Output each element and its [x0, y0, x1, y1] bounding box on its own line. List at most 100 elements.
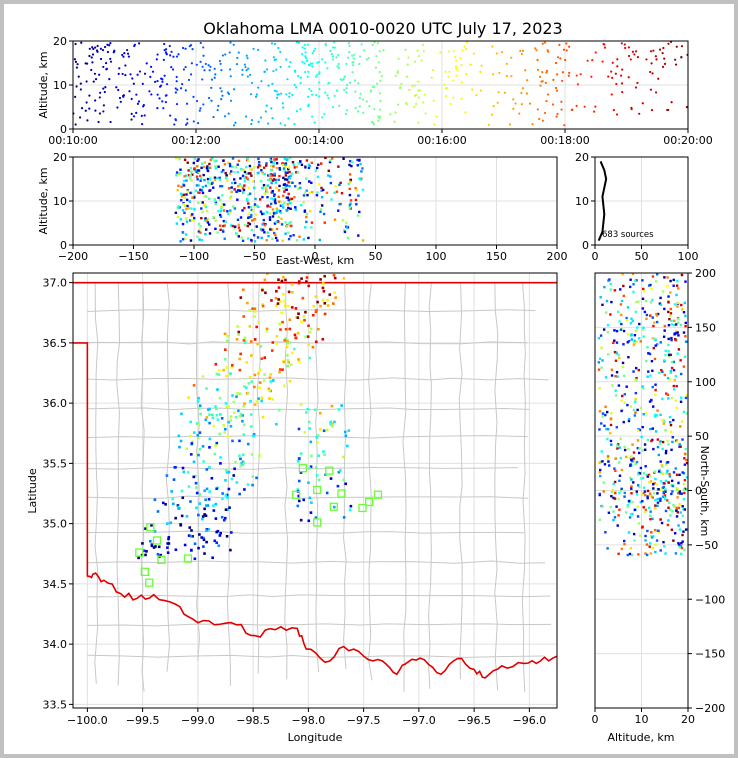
source-point	[283, 183, 287, 186]
source-point	[241, 414, 244, 417]
source-point	[93, 72, 97, 75]
source-point	[263, 356, 267, 359]
source-point	[258, 386, 261, 389]
source-point	[648, 352, 652, 356]
source-point	[223, 516, 227, 520]
source-point	[677, 524, 680, 527]
source-point	[233, 411, 236, 414]
source-point	[333, 218, 337, 221]
source-point	[645, 543, 649, 546]
source-point	[255, 476, 258, 480]
source-point	[642, 386, 645, 390]
source-point	[576, 83, 580, 86]
source-point	[165, 52, 168, 55]
source-point	[645, 411, 648, 415]
county-line	[87, 309, 536, 312]
source-point	[234, 121, 237, 124]
source-point	[682, 508, 685, 511]
source-point	[647, 506, 651, 509]
source-point	[460, 97, 463, 100]
source-point	[297, 74, 300, 78]
source-point	[639, 466, 643, 470]
source-point	[332, 273, 336, 277]
source-point	[141, 122, 144, 126]
source-point	[675, 45, 678, 48]
source-point	[598, 518, 602, 522]
source-point	[663, 324, 667, 328]
county-line	[87, 560, 546, 564]
source-point	[565, 49, 568, 52]
source-point	[647, 473, 651, 477]
source-point	[221, 492, 224, 495]
source-point	[654, 344, 657, 347]
source-point	[324, 44, 328, 47]
source-point	[284, 232, 287, 235]
longitude-tick-label: −98.5	[236, 714, 270, 727]
source-point	[633, 342, 636, 345]
source-point	[259, 345, 263, 348]
source-point	[306, 273, 309, 275]
source-point	[195, 486, 198, 489]
source-point	[661, 418, 664, 422]
source-point	[248, 222, 252, 226]
source-point	[605, 311, 608, 314]
source-point	[182, 202, 186, 206]
source-point	[634, 378, 637, 382]
source-point	[679, 359, 682, 362]
source-point	[214, 227, 217, 231]
source-point	[137, 100, 141, 103]
source-point	[570, 108, 573, 111]
source-point	[275, 162, 279, 165]
source-point	[348, 50, 351, 54]
source-point	[226, 508, 230, 511]
source-point	[536, 108, 539, 111]
source-point	[253, 338, 257, 341]
source-point	[682, 365, 686, 368]
source-point	[294, 336, 298, 340]
source-point	[289, 363, 293, 366]
source-point	[267, 387, 271, 391]
source-point	[193, 216, 196, 220]
source-point	[638, 322, 641, 326]
source-point	[676, 301, 680, 305]
east-west-axis-tick-label: −200	[58, 250, 88, 263]
source-point	[243, 385, 246, 388]
source-point	[206, 408, 210, 411]
source-point	[599, 296, 602, 299]
source-point	[272, 231, 276, 235]
source-point	[675, 487, 679, 490]
county-line	[87, 495, 529, 499]
source-point	[248, 215, 251, 219]
source-point	[278, 168, 282, 171]
source-point	[331, 157, 334, 160]
source-point	[174, 118, 177, 121]
source-point	[311, 65, 314, 68]
source-point	[318, 81, 321, 84]
source-point	[337, 408, 341, 411]
source-point	[296, 504, 300, 508]
source-point	[305, 276, 309, 279]
source-point	[607, 279, 610, 282]
source-point	[659, 549, 662, 552]
source-point	[238, 454, 241, 457]
source-point	[297, 358, 300, 361]
source-point	[92, 47, 95, 51]
source-point	[655, 312, 658, 316]
source-point	[149, 75, 152, 79]
source-point	[198, 533, 201, 536]
source-point	[616, 444, 619, 447]
source-point	[631, 512, 634, 516]
source-point	[345, 84, 349, 87]
source-point	[657, 453, 661, 457]
source-point	[616, 524, 619, 527]
source-point	[270, 349, 274, 352]
source-point	[220, 97, 223, 101]
source-point	[435, 115, 438, 118]
source-point	[282, 360, 285, 364]
north-south-axis-tick-label: 50	[695, 430, 709, 443]
source-point	[683, 452, 687, 456]
source-point	[286, 364, 290, 368]
source-point	[300, 277, 303, 280]
source-point	[649, 510, 652, 513]
source-point	[348, 204, 352, 207]
